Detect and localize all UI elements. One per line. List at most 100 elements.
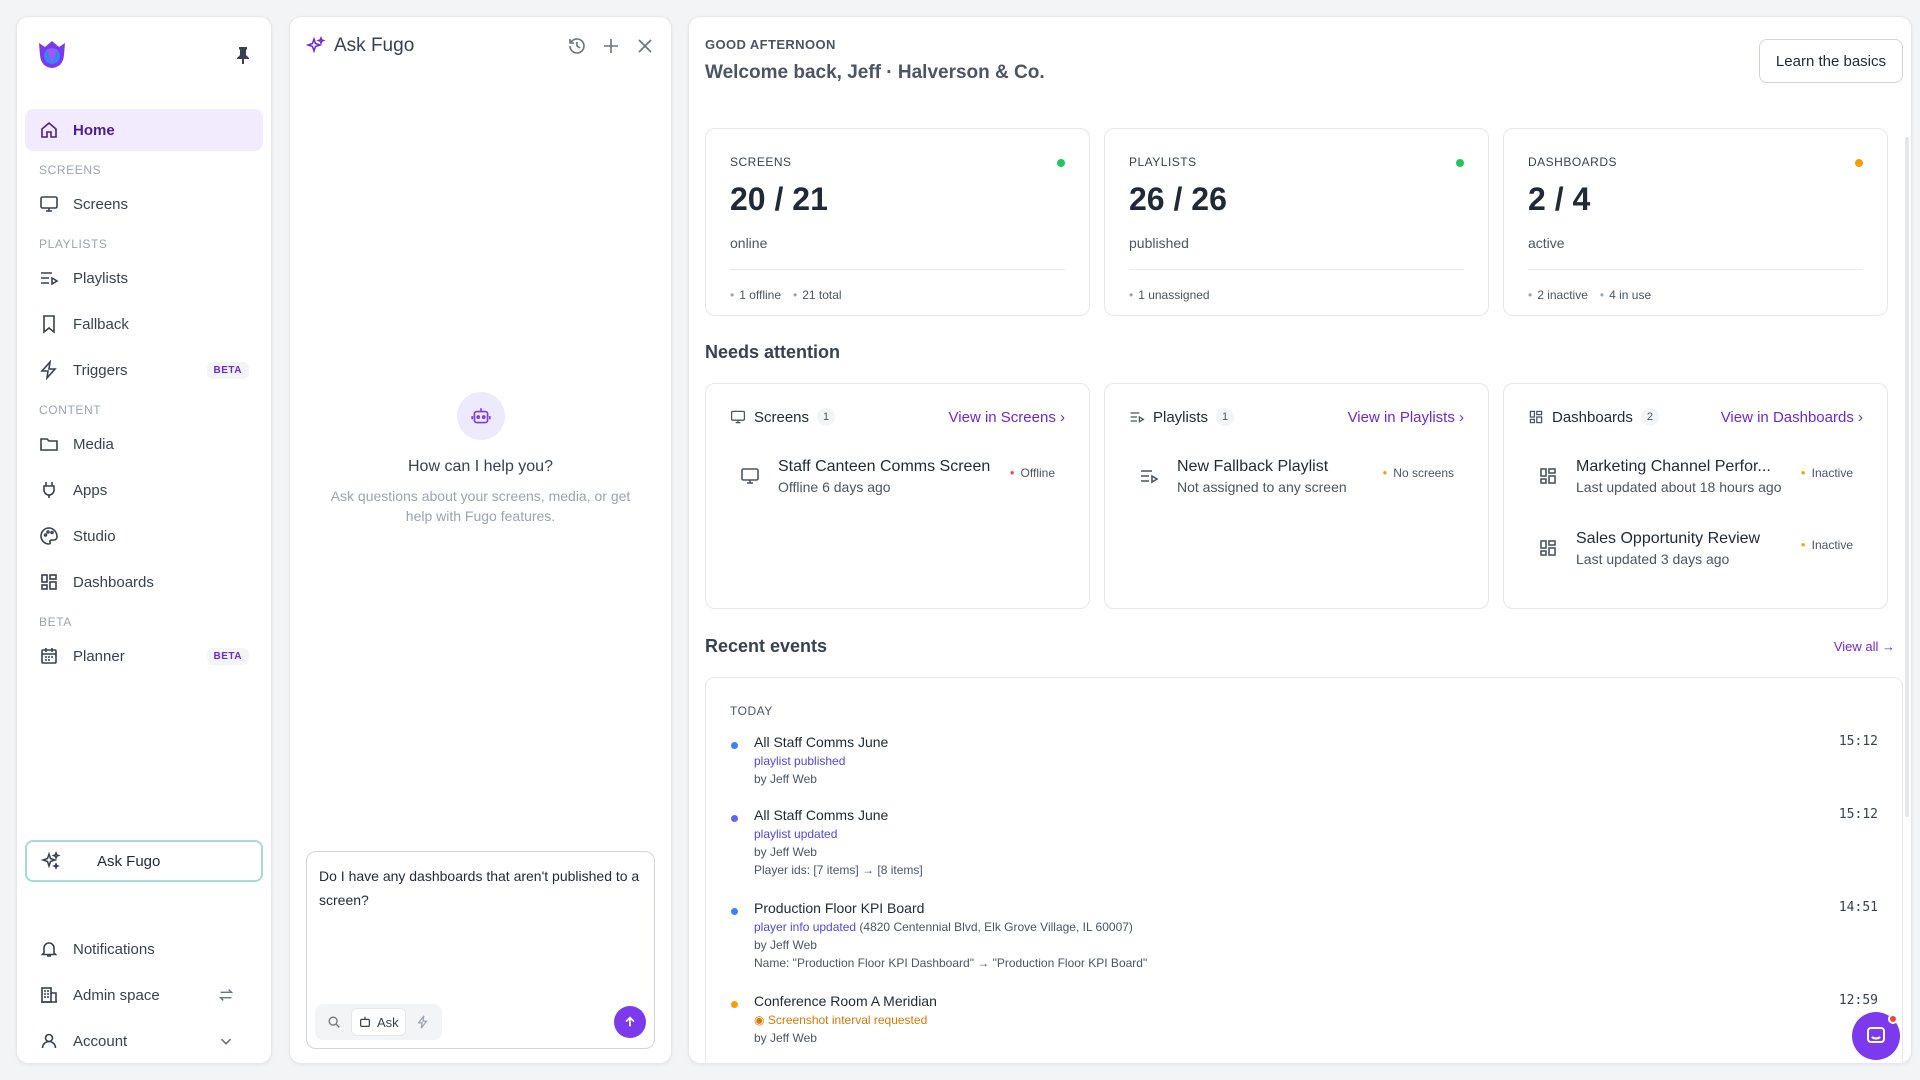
divider: [730, 269, 1065, 270]
stat-meta: 1 unassigned: [1129, 288, 1209, 302]
close-icon[interactable]: [635, 36, 655, 56]
attention-item[interactable]: New Fallback Playlist Not assigned to any…: [1139, 458, 1454, 495]
beta-badge: BETA: [206, 361, 249, 379]
sidebar-item-label: Dashboards: [73, 573, 154, 591]
scrollbar[interactable]: [1905, 137, 1909, 817]
status-label: Inactive: [1801, 538, 1853, 552]
divider: [1129, 269, 1464, 270]
learn-basics-button[interactable]: Learn the basics: [1758, 39, 1903, 83]
sidebar-item-fallback[interactable]: Fallback: [25, 303, 263, 345]
empty-description: Ask questions about your screens, media,…: [330, 488, 631, 524]
sidebar-item-studio[interactable]: Studio: [25, 515, 263, 557]
item-name: New Fallback Playlist: [1177, 458, 1329, 475]
event-action: player info updated: [754, 920, 857, 934]
palette-icon: [40, 527, 58, 545]
event-action-line: ◉ Screenshot interval requested: [754, 1013, 1878, 1027]
sidebar-item-triggers[interactable]: Triggers BETA: [25, 349, 263, 391]
stat-label: DASHBOARDS: [1528, 155, 1618, 169]
stat-card-dashboards[interactable]: DASHBOARDS 2 / 4 active 2 inactive 4 in u…: [1503, 128, 1888, 316]
chevron-right-icon: ›: [1858, 408, 1863, 426]
event-action-line: player info updated (4820 Centennial Blv…: [754, 920, 1878, 934]
event-author: by Jeff Web: [754, 772, 817, 786]
card-title: Screens: [754, 408, 810, 426]
sidebar-item-label: Home: [73, 121, 115, 139]
notification-dot: [1888, 1014, 1898, 1024]
support-chat-button[interactable]: [1852, 1012, 1900, 1060]
status-dot: [1855, 159, 1863, 167]
item-detail: Not assigned to any screen: [1177, 479, 1347, 495]
sidebar-item-planner[interactable]: Planner BETA: [25, 635, 263, 677]
ask-mode-button[interactable]: Ask: [351, 1008, 406, 1036]
sidebar-item-notifications[interactable]: Notifications: [25, 927, 263, 971]
sidebar-item-playlists[interactable]: Playlists: [25, 257, 263, 299]
view-all-link[interactable]: View all →: [1833, 639, 1895, 654]
section-title-recent-events: Recent events: [705, 636, 828, 656]
message-composer[interactable]: Do I have any dashboards that aren't pub…: [306, 851, 655, 1049]
fugo-logo[interactable]: [35, 37, 69, 71]
attention-item[interactable]: Marketing Channel Perfor... Last updated …: [1538, 458, 1853, 495]
sparkles-icon: [41, 851, 61, 870]
home-dashboard: GOOD AFTERNOON Welcome back, Jeff · Halv…: [688, 16, 1912, 1064]
history-icon[interactable]: [567, 36, 587, 56]
stat-meta: 2 inactive 4 in use: [1528, 288, 1651, 302]
pin-icon[interactable]: [233, 45, 253, 65]
attention-card-playlists: Playlists 1 View in Playlists › New Fall…: [1104, 383, 1489, 609]
stat-sub: published: [1129, 235, 1189, 251]
section-label-screens: SCREENS: [39, 163, 102, 177]
view-in-dashboards-link[interactable]: View in Dashboards ›: [1721, 409, 1863, 426]
playlist-icon: [1130, 412, 1145, 423]
search-mode-button[interactable]: [321, 1008, 347, 1036]
stat-sub: active: [1528, 235, 1565, 251]
status-label: Inactive: [1801, 466, 1853, 480]
sidebar: Home SCREENS Screens PLAYLISTS Playlists…: [16, 16, 272, 1064]
attention-item[interactable]: Sales Opportunity Review Last updated 3 d…: [1538, 530, 1853, 567]
sparkles-icon: [306, 36, 326, 54]
sidebar-item-label: Apps: [73, 481, 108, 499]
event-item[interactable]: All Staff Comms June playlist updated by…: [730, 807, 1878, 877]
robot-icon: [360, 1016, 370, 1027]
sidebar-item-account[interactable]: Account: [25, 1019, 263, 1063]
event-time: 12:59: [1838, 993, 1878, 1008]
item-detail: Offline 6 days ago: [778, 479, 891, 495]
event-name: Conference Room A Meridian: [754, 993, 937, 1009]
sidebar-item-label: Notifications: [73, 940, 155, 958]
event-item[interactable]: Conference Room A Meridian ◉ Screenshot …: [730, 993, 1878, 1045]
stat-card-screens[interactable]: SCREENS 20 / 21 online 1 offline 21 total: [705, 128, 1090, 316]
stat-card-playlists[interactable]: PLAYLISTS 26 / 26 published 1 unassigned: [1104, 128, 1489, 316]
playlist-icon: [41, 272, 59, 286]
switch-arrows-icon[interactable]: [217, 986, 235, 1004]
ask-fugo-button[interactable]: Ask Fugo: [25, 840, 263, 882]
new-chat-icon[interactable]: [601, 36, 621, 56]
sidebar-item-home[interactable]: Home: [25, 109, 263, 151]
agent-mode-button[interactable]: [410, 1008, 436, 1036]
event-action: playlist published: [754, 754, 846, 768]
section-label-beta: BETA: [39, 615, 72, 629]
count-badge: 1: [1216, 408, 1235, 426]
sidebar-item-dashboards[interactable]: Dashboards: [25, 561, 263, 603]
greeting: GOOD AFTERNOON Welcome back, Jeff · Halv…: [705, 37, 1045, 84]
status-dot: [1456, 159, 1464, 167]
send-button[interactable]: [614, 1006, 646, 1038]
message-input[interactable]: Do I have any dashboards that aren't pub…: [319, 868, 640, 908]
item-name: Staff Canteen Comms Screen: [778, 458, 991, 475]
stat-meta-item: 21 total: [793, 288, 841, 302]
event-item[interactable]: All Staff Comms June playlist published …: [730, 734, 1878, 786]
monitor-icon: [730, 410, 746, 424]
view-in-screens-link[interactable]: View in Screens ›: [949, 409, 1065, 426]
sidebar-item-media[interactable]: Media: [25, 423, 263, 465]
sidebar-item-label: Admin space: [73, 986, 160, 1004]
event-item[interactable]: Production Floor KPI Board player info u…: [730, 900, 1878, 970]
sidebar-item-screens[interactable]: Screens: [25, 183, 263, 225]
link-label: View in Screens: [948, 408, 1056, 426]
view-in-playlists-link[interactable]: View in Playlists ›: [1348, 409, 1464, 426]
event-time: 15:12: [1838, 807, 1878, 822]
link-label: View in Dashboards: [1720, 408, 1854, 426]
empty-title: How can I help you?: [408, 458, 553, 475]
sidebar-item-admin-space[interactable]: Admin space: [25, 973, 263, 1017]
monitor-icon: [741, 468, 759, 484]
sidebar-item-apps[interactable]: Apps: [25, 469, 263, 511]
stat-label: SCREENS: [730, 155, 792, 169]
attention-item[interactable]: Staff Canteen Comms Screen Offline 6 days…: [740, 458, 1055, 495]
folder-icon: [40, 438, 58, 451]
event-location: (4820 Centennial Blvd, Elk Grove Village…: [856, 920, 1133, 934]
